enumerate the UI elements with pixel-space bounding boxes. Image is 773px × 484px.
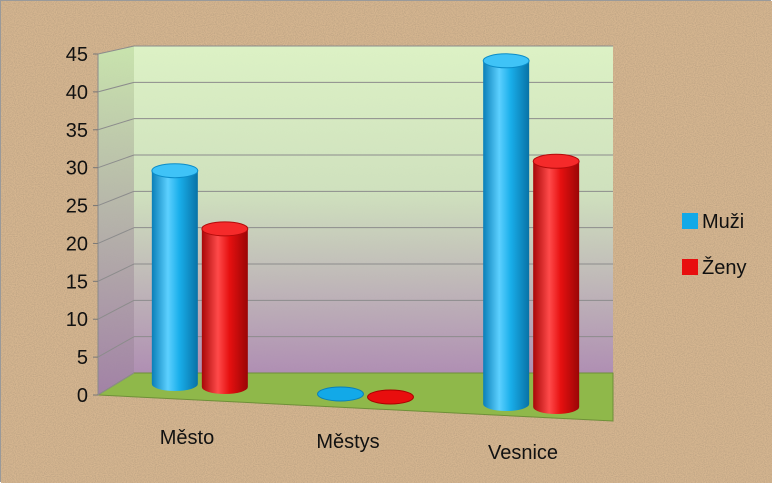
gridline-side [97,118,135,131]
y-tick-label: 45 [66,44,88,66]
bar-muzi-0 [151,163,199,391]
bar-zeny-0 [201,221,249,395]
y-axis-ticks: 0 5 10 15 20 25 30 35 40 45 [66,44,98,407]
chart-side-wall [98,46,134,395]
y-tick-label: 10 [66,309,88,331]
legend-swatch [682,213,698,229]
legend-label: Muži [702,211,744,233]
bar-body [201,228,248,395]
gridline-side [97,336,135,358]
y-tick-label: 35 [66,120,88,142]
gridline-side [97,263,135,282]
bar-base-disc [317,386,364,402]
gridline-side [97,154,135,169]
y-tick-label: 25 [66,196,88,218]
category-label: Městys [316,431,379,453]
gridline-side [97,81,135,93]
gridline-side [97,299,135,320]
bar-top [532,153,580,169]
y-tick-label: 0 [77,385,88,407]
gridline-side [97,372,135,396]
bar-top [482,53,530,69]
bars [151,53,580,415]
y-tick-label: 5 [77,347,88,369]
bar-top [151,163,199,179]
bar-body [533,161,580,415]
legend: Muži Ženy [682,211,746,279]
category-label: Vesnice [488,442,558,464]
gridline-side [97,45,135,55]
y-tick-label: 30 [66,158,88,180]
bar-muzi-1 [317,386,364,402]
bar-muzi-2 [482,53,530,411]
y-tick-label: 40 [66,82,88,104]
y-tick-label: 20 [66,233,88,255]
gridline-side [97,190,135,207]
bar-body [151,170,198,391]
category-labels: Město Městys Vesnice [160,427,558,464]
bar-base-disc [367,389,414,405]
gridline-side [97,227,135,244]
y-tick-label: 15 [66,271,88,293]
bar-zeny-1 [367,389,414,405]
category-label: Město [160,427,214,449]
bar-zeny-2 [532,153,580,415]
legend-label: Ženy [702,256,746,279]
bar-top [201,221,249,237]
legend-swatch [682,259,698,275]
bar-body [483,60,530,411]
